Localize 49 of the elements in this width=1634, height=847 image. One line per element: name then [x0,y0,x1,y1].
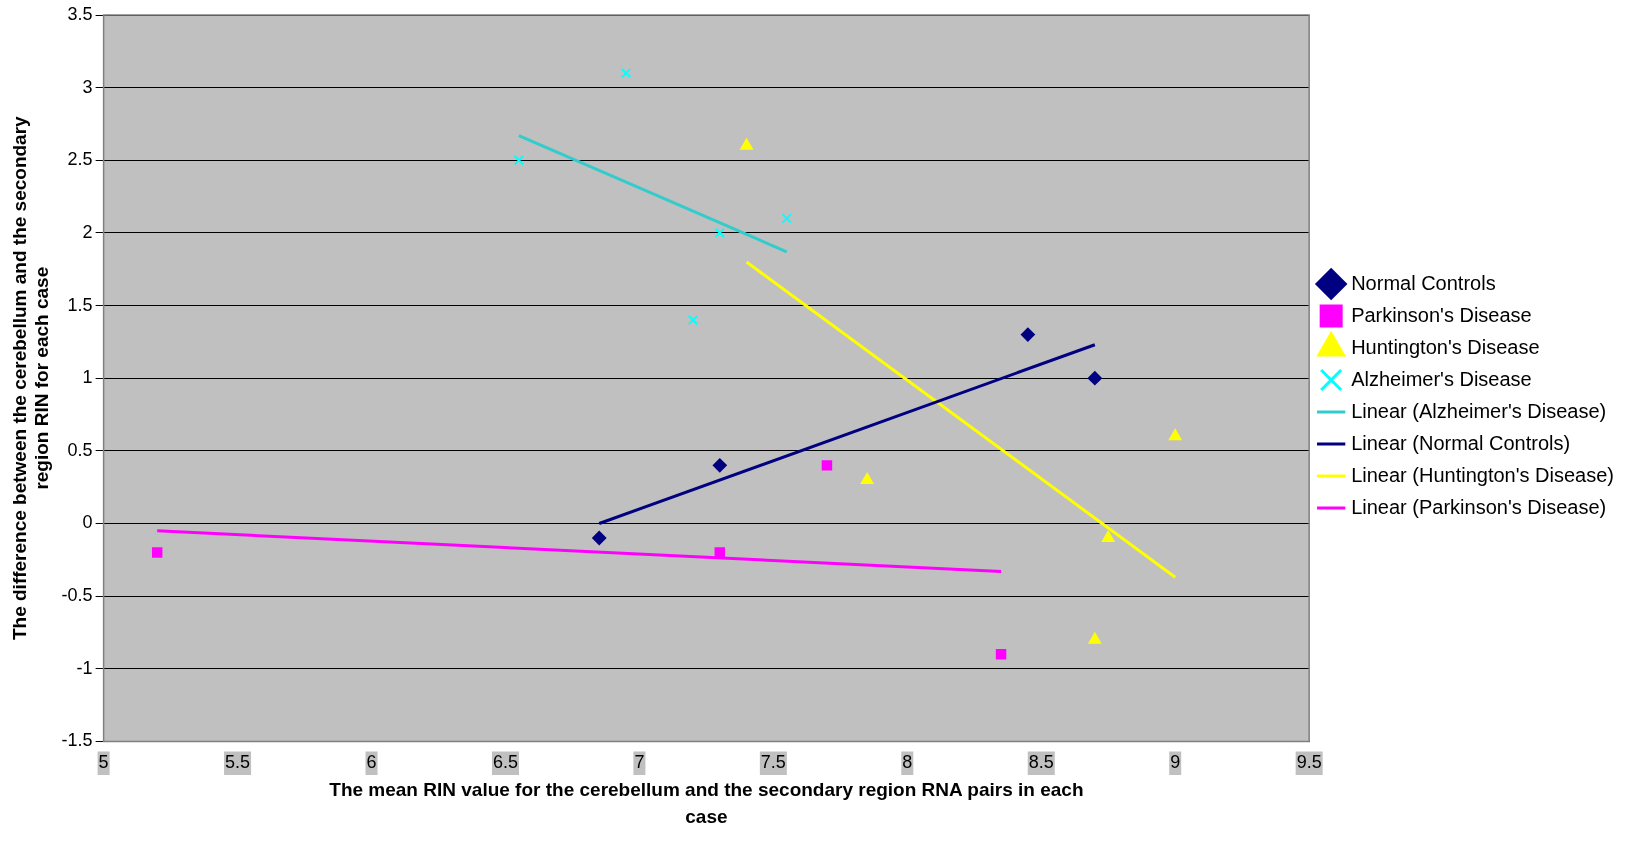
point [513,155,525,166]
x-tick-label: 7.5 [760,752,786,773]
x-tick-label: 6.5 [492,752,518,773]
legend-label: Alzheimer's Disease [1351,367,1532,390]
y-tick-label: 1 [82,367,93,388]
point [687,314,699,326]
point [714,227,726,239]
x-tick-label: 5.5 [225,752,251,773]
y-tick-label: 2.5 [67,149,93,170]
y-tick-label: 0 [82,512,93,533]
y-tick-label: 3.5 [67,3,93,24]
y-tick-label: 2 [82,221,93,242]
point [1020,327,1035,342]
point [151,547,163,558]
point [781,213,792,224]
point [712,458,727,473]
legend-label: Huntington's Disease [1351,335,1540,358]
x-tick-label: 8.5 [1028,752,1054,773]
point [740,138,753,150]
y-tick-label: 0.5 [67,439,93,460]
y-tick-label: -1.5 [61,730,93,751]
y-tick-label: 1.5 [67,294,93,315]
legend-label: Linear (Normal Controls) [1351,431,1571,454]
point [1169,429,1182,441]
x-axis-title: The mean RIN value for the cerebellum and the secondary region RNA pairs in each case [329,779,1084,828]
point [821,460,833,471]
point [592,531,607,546]
x-tick-label: 9.5 [1296,752,1322,773]
point [714,547,726,558]
point [1087,371,1102,386]
y-axis-title: The difference between the cerebellum and the secondary region RIN for each case [8,115,53,641]
point [1102,531,1115,543]
point [860,472,874,484]
y-tick-label: -0.5 [61,585,93,606]
y-tick-label: 3 [82,76,93,97]
x-tick-label: 9 [1170,752,1181,773]
point [620,67,632,79]
point [1088,632,1102,644]
legend-label: Linear (Alzheimer's Disease) [1351,399,1607,422]
x-tick-label: 7 [634,752,645,773]
point [995,648,1007,660]
y-tick-label: -1 [76,657,93,678]
x-tick-label: 5 [98,752,109,773]
legend-label: Parkinson's Disease [1351,303,1532,326]
legend-label: Linear (Parkinson's Disease) [1351,495,1607,518]
x-tick-label: 6 [366,752,377,773]
legend-label: Linear (Huntington's Disease) [1351,463,1614,486]
x-tick-label: 8 [902,752,913,773]
legend-label: Normal Controls [1351,271,1496,294]
